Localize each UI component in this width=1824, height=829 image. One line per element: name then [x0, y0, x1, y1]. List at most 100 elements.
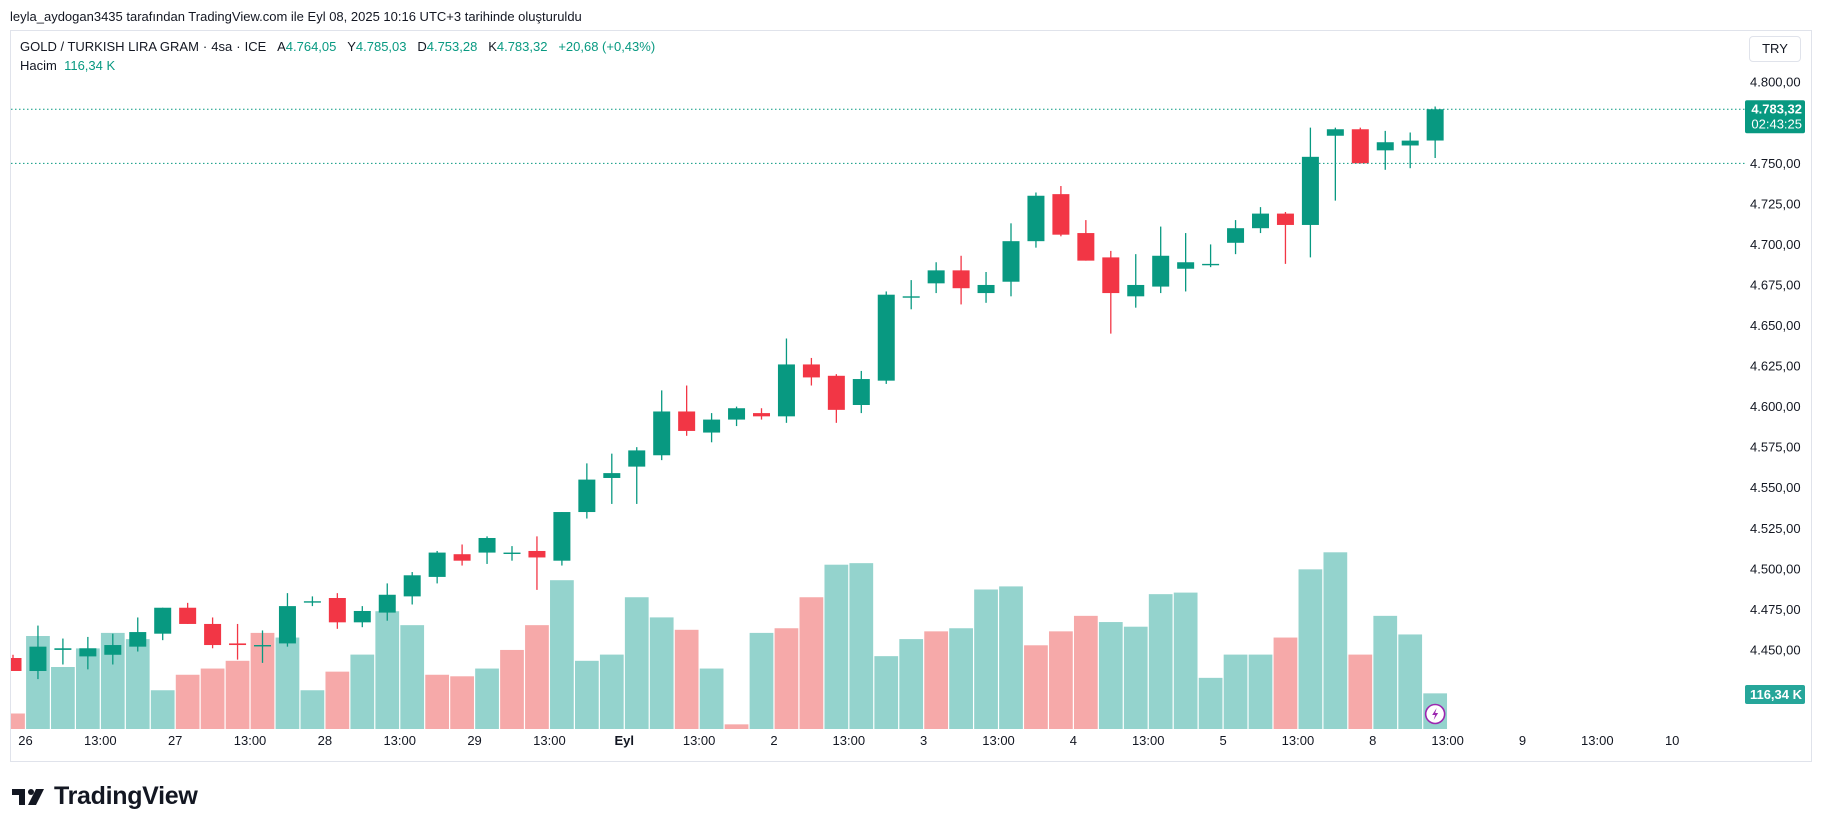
candle-down	[1351, 129, 1369, 164]
time-axis-label: 27	[168, 733, 182, 748]
price-axis-label: 4.725,00	[1750, 196, 1801, 211]
interval-label[interactable]: 4sa	[211, 39, 233, 54]
currency-button[interactable]: TRY	[1749, 36, 1801, 62]
last-price-countdown: 02:43:25	[1751, 116, 1802, 131]
candle-up	[653, 411, 671, 456]
price-axis-label: 4.575,00	[1750, 440, 1801, 455]
candle-up	[353, 610, 371, 623]
volume-bar	[874, 656, 899, 729]
candle-up	[129, 632, 147, 647]
time-axis-label: 13:00	[1431, 733, 1464, 748]
candle-up	[503, 552, 521, 554]
last-price-tag	[1745, 100, 1805, 134]
time-axis-label: 13:00	[982, 733, 1015, 748]
volume-bar	[425, 674, 450, 729]
volume-bar	[949, 628, 973, 729]
candle-up	[1401, 140, 1419, 146]
volume-bar	[924, 631, 949, 729]
price-axis-label: 4.450,00	[1750, 642, 1801, 657]
candle-up	[1376, 142, 1394, 151]
time-axis-label: 5	[1219, 733, 1226, 748]
candle-down	[204, 623, 222, 646]
volume-bar	[574, 660, 599, 729]
volume-bar	[774, 628, 799, 729]
candle-up	[29, 646, 47, 671]
low-label: D	[417, 39, 427, 54]
lightning-icon-bolt	[1432, 708, 1439, 720]
candle-up	[852, 379, 870, 405]
volume-bar	[899, 639, 924, 729]
volume-bar	[1148, 594, 1173, 729]
candle-down	[952, 270, 970, 289]
candle-up	[378, 594, 396, 613]
candle-down	[1276, 213, 1294, 225]
candle-down	[1052, 194, 1070, 235]
volume-label[interactable]: Hacim	[20, 58, 57, 73]
time-axis-label: 10	[1665, 733, 1679, 748]
price-axis-label: 4.800,00	[1750, 75, 1801, 90]
volume-bar	[200, 668, 225, 729]
time-axis-label: 13:00	[833, 733, 866, 748]
volume-bar	[624, 597, 649, 729]
candle-up	[54, 648, 72, 650]
candle-up	[902, 296, 920, 298]
time-axis-label: 26	[18, 733, 32, 748]
time-axis-label: 4	[1070, 733, 1077, 748]
candle-up	[1426, 109, 1444, 141]
chart-caption: leyla_aydogan3435 tarafından TradingView…	[10, 9, 582, 24]
lightning-icon[interactable]	[1424, 703, 1446, 725]
chart-frame	[10, 30, 1812, 762]
tradingview-logo[interactable]: TradingView	[12, 782, 198, 811]
volume-bar	[1298, 569, 1323, 729]
change-value: +20,68 (+0,43%)	[558, 39, 656, 54]
symbol-legend: GOLD / TURKISH LIRA GRAM · 4sa · ICE A4.764,…	[20, 39, 655, 54]
volume-bar	[1173, 592, 1198, 729]
open-label: A	[277, 39, 286, 54]
volume-bar	[300, 690, 325, 729]
volume-bar	[699, 668, 724, 729]
candle-up	[628, 450, 646, 467]
volume-bar	[325, 671, 350, 729]
candle-up	[154, 607, 172, 634]
volume-legend: Hacim 116,34 K	[20, 58, 115, 73]
volume-tag	[1745, 685, 1805, 704]
candle-down	[229, 643, 247, 646]
symbol-name[interactable]: GOLD / TURKISH LIRA GRAM	[20, 39, 199, 54]
volume-bar	[1398, 634, 1423, 729]
volume-bar	[51, 667, 75, 729]
volume-bar	[475, 668, 499, 729]
volume-bar	[125, 639, 150, 729]
volume-bar	[1348, 654, 1373, 729]
candle-up	[553, 512, 571, 561]
price-axis-label: 4.625,00	[1750, 359, 1801, 374]
legend-dot-2: ·	[236, 39, 241, 54]
candle-down	[528, 550, 546, 558]
candle-down	[1077, 233, 1095, 261]
price-axis-label: 4.475,00	[1750, 602, 1801, 617]
time-axis-label: 13:00	[533, 733, 566, 748]
volume-bar	[1373, 615, 1398, 729]
candle-up	[1152, 255, 1170, 287]
price-axis-label: 4.550,00	[1750, 480, 1801, 495]
price-axis-label: 4.600,00	[1750, 399, 1801, 414]
price-axis-label: 4.700,00	[1750, 237, 1801, 252]
volume-bar	[1323, 552, 1348, 729]
volume-bar	[275, 637, 300, 729]
candle-up	[603, 473, 621, 478]
candle-up	[254, 645, 271, 647]
volume-bar	[1198, 677, 1223, 729]
high-value: 4.785,03	[355, 39, 407, 54]
time-axis-label: 9	[1519, 733, 1526, 748]
volume-bar	[250, 632, 275, 729]
candle-up	[1002, 241, 1020, 282]
time-axis-label: 13:00	[383, 733, 416, 748]
volume-bar	[1024, 645, 1048, 729]
candle-up	[478, 537, 496, 553]
volume-bar	[11, 713, 25, 729]
volume-tag-value: 116,34 K	[1750, 687, 1803, 702]
price-axis-label: 4.750,00	[1750, 156, 1801, 171]
low-value: 4.753,28	[426, 39, 478, 54]
volume-bar	[525, 625, 549, 729]
price-axis-label: 4.675,00	[1750, 277, 1801, 292]
